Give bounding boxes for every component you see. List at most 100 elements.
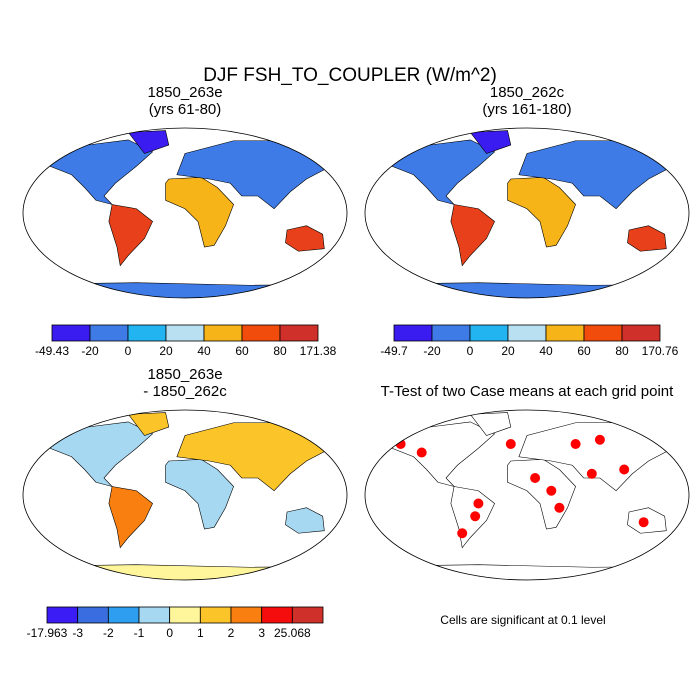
colorbar-box <box>261 606 293 624</box>
colorbar-label: 0 <box>125 344 132 358</box>
colorbar-label: 40 <box>539 344 553 358</box>
colorbar-box <box>583 324 623 342</box>
land-eurasia <box>176 422 347 492</box>
colorbar-label: 3 <box>258 626 265 640</box>
significant-cell <box>594 434 605 445</box>
colorbar-box <box>51 324 91 342</box>
colorbar-box <box>203 324 243 342</box>
significant-cell <box>619 464 630 475</box>
land-greenland <box>127 412 170 436</box>
map-border <box>22 127 348 299</box>
colorbar-box <box>469 324 509 342</box>
colorbar-box <box>199 606 232 624</box>
land-eurasia <box>176 140 347 210</box>
significant-cell <box>470 511 481 522</box>
colorbar-label: 0 <box>166 626 173 640</box>
colorbar-label: 170.76 <box>642 344 679 358</box>
colorbar-box <box>89 324 129 342</box>
panel-title: 1850_263e <box>147 366 222 383</box>
colorbar-box <box>545 324 585 342</box>
land-antarctica <box>23 564 347 580</box>
colorbar-label: 0 <box>467 344 474 358</box>
colorbar-label: 40 <box>197 344 211 358</box>
colorbar-label: -49.7 <box>380 344 408 358</box>
colorbar-label: 1 <box>197 626 204 640</box>
significant-cell <box>586 468 597 479</box>
colorbar-box <box>46 606 79 624</box>
colorbar-label: 80 <box>615 344 629 358</box>
colorbar-label: -49.43 <box>35 344 69 358</box>
land-australia <box>627 225 667 252</box>
figure-title: DJF FSH_TO_COUPLER (W/m^2) <box>203 65 497 86</box>
land-greenland <box>127 130 170 154</box>
land-africa <box>165 458 234 530</box>
panel-title: (yrs 161-180) <box>482 101 571 118</box>
colorbar-box <box>230 606 263 624</box>
colorbar-box <box>291 606 324 624</box>
land-antarctica <box>365 564 689 580</box>
panel-title: 1850_262c <box>490 84 565 101</box>
land-antarctica <box>23 282 347 298</box>
land-northamerica <box>33 421 154 488</box>
colorbar-box <box>138 606 171 624</box>
colorbar-box <box>393 324 433 342</box>
colorbar-box <box>165 324 205 342</box>
significant-cell <box>473 498 484 509</box>
land-northamerica <box>375 139 496 206</box>
significant-cell <box>457 528 468 539</box>
colorbar-box <box>107 606 140 624</box>
colorbar-label: -20 <box>81 344 99 358</box>
significant-cell <box>638 517 649 528</box>
land-northamerica <box>375 421 496 488</box>
map-panel: 1850_262c(yrs 161-180) -49.7 -20 0 20 40 60 80 1… <box>364 84 690 358</box>
colorbar-box <box>279 324 319 342</box>
colorbar-label: 171.38 <box>300 344 337 358</box>
significant-cell <box>505 439 516 449</box>
map-panel: 1850_263e- 1850_262c -17.963 -3 -2 -1 0 1 2 3 25.… <box>22 366 348 640</box>
colorbar-box <box>621 324 661 342</box>
colorbar-box <box>169 606 201 624</box>
panel-title: - 1850_262c <box>143 383 227 400</box>
land-africa <box>507 176 576 248</box>
map <box>23 412 347 580</box>
map-border <box>364 127 690 299</box>
significant-cell <box>570 439 581 449</box>
land-greenland <box>469 130 512 154</box>
panel-note: Cells are significant at 0.1 level <box>440 613 605 627</box>
map <box>365 130 689 298</box>
land-northamerica <box>33 139 154 206</box>
land-africa <box>507 458 576 530</box>
colorbar-label: 60 <box>235 344 249 358</box>
panel-title: (yrs 61-80) <box>149 101 222 118</box>
colorbar-label: 25.068 <box>274 626 311 640</box>
colorbar-label: 20 <box>159 344 173 358</box>
land-antarctica <box>365 282 689 298</box>
colorbar-label: -17.963 <box>27 626 68 640</box>
colorbar-box <box>507 324 547 342</box>
colorbar-label: -2 <box>103 626 114 640</box>
map-border <box>22 409 348 581</box>
map <box>23 130 347 298</box>
land-australia <box>285 507 325 534</box>
land-australia <box>285 225 325 252</box>
colorbar-box <box>431 324 471 342</box>
significant-cell <box>546 485 557 496</box>
land-eurasia <box>518 422 689 492</box>
land-greenland <box>469 412 512 436</box>
colorbar-label: -1 <box>134 626 145 640</box>
land-southamerica <box>450 204 495 267</box>
map-panel: 1850_263e(yrs 61-80) -49.43 -20 0 20 40 60 80 17… <box>22 84 348 358</box>
colorbar-label: 2 <box>228 626 235 640</box>
significant-cell <box>416 447 427 458</box>
map <box>365 412 689 580</box>
map-panel: T-Test of two Case means at each grid po… <box>364 383 690 627</box>
significant-cell <box>530 473 541 483</box>
colorbar-label: -3 <box>72 626 83 640</box>
panel-title: T-Test of two Case means at each grid po… <box>381 383 674 400</box>
colorbar-box <box>77 606 109 624</box>
land-africa <box>165 176 234 248</box>
colorbar-label: -20 <box>423 344 441 358</box>
map-border <box>364 409 690 581</box>
land-southamerica <box>108 204 153 267</box>
